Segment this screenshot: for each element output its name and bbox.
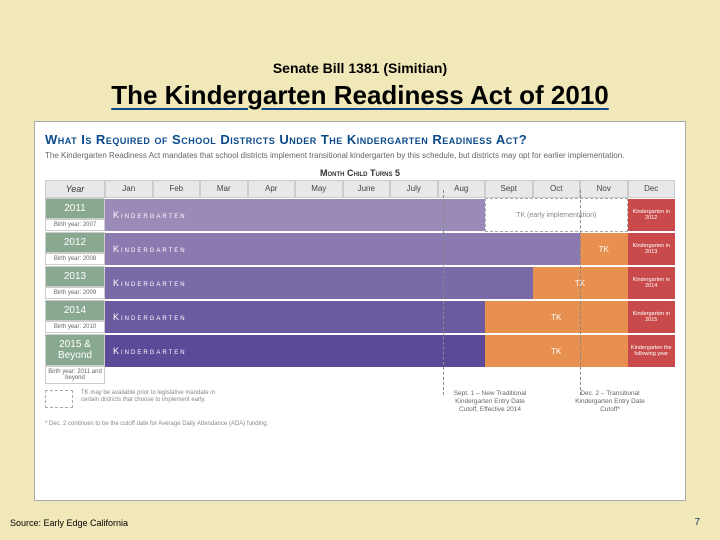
callout-sept: Sept. 1 – New Traditional Kindergarten E… bbox=[445, 390, 535, 413]
month-header: Nov bbox=[580, 180, 628, 198]
year-cell: 2015 & BeyondBirth year: 2011 and beyond bbox=[45, 334, 105, 384]
subtitle: Senate Bill 1381 (Simitian) bbox=[0, 0, 720, 76]
month-header: June bbox=[343, 180, 391, 198]
month-header: Dec bbox=[628, 180, 676, 198]
chart-heading: What Is Required of School Districts Und… bbox=[45, 132, 675, 147]
chart-description: The Kindergarten Readiness Act mandates … bbox=[45, 151, 675, 160]
month-header: Sept bbox=[485, 180, 533, 198]
month-header: July bbox=[390, 180, 438, 198]
page-number: 7 bbox=[694, 517, 700, 528]
tk-bar: TK bbox=[485, 334, 628, 368]
year-cell: 2013Birth year: 2009 bbox=[45, 266, 105, 300]
end-label: Kindergarten the following year bbox=[628, 334, 676, 368]
main-title: The Kindergarten Readiness Act of 2010 bbox=[0, 76, 720, 111]
legend-text: TK may be available prior to legislative… bbox=[81, 390, 221, 404]
tk-bar: TK bbox=[485, 300, 628, 334]
callout-dec: Dec. 2 – Transitional Kindergarten Entry… bbox=[565, 390, 655, 413]
month-header: Apr bbox=[248, 180, 296, 198]
kindergarten-bar: Kindergarten bbox=[105, 300, 485, 334]
month-axis-label: Month Child Turns 5 bbox=[45, 168, 675, 178]
sept-cutoff-line bbox=[443, 190, 444, 395]
end-label: Kindergarten in 2013 bbox=[628, 232, 676, 266]
dec-cutoff-line bbox=[580, 190, 581, 395]
end-label: Kindergarten in 2015 bbox=[628, 300, 676, 334]
month-header: Jan bbox=[105, 180, 153, 198]
chart-container: What Is Required of School Districts Und… bbox=[34, 121, 686, 501]
end-label: Kindergarten in 2014 bbox=[628, 266, 676, 300]
source-citation: Source: Early Edge California bbox=[10, 518, 128, 528]
month-header: Aug bbox=[438, 180, 486, 198]
month-header: Mar bbox=[200, 180, 248, 198]
year-cell: 2012Birth year: 2008 bbox=[45, 232, 105, 266]
end-label: Kindergarten in 2012 bbox=[628, 198, 676, 232]
kindergarten-bar: Kindergarten bbox=[105, 266, 533, 300]
tk-bar: TK bbox=[580, 232, 628, 266]
month-header: Oct bbox=[533, 180, 581, 198]
footnote: * Dec. 2 continues to be the cutoff date… bbox=[45, 421, 675, 427]
kindergarten-bar: Kindergarten bbox=[105, 232, 580, 266]
legend-swatch bbox=[45, 390, 73, 408]
month-header: May bbox=[295, 180, 343, 198]
month-header: Feb bbox=[153, 180, 201, 198]
kindergarten-bar: Kindergarten bbox=[105, 198, 485, 232]
tk-early-bar: TK (early implementation) bbox=[485, 198, 628, 232]
year-cell: 2014Birth year: 2010 bbox=[45, 300, 105, 334]
year-header: Year bbox=[45, 180, 105, 198]
kindergarten-bar: Kindergarten bbox=[105, 334, 485, 368]
year-cell: 2011Birth year: 2007 bbox=[45, 198, 105, 232]
